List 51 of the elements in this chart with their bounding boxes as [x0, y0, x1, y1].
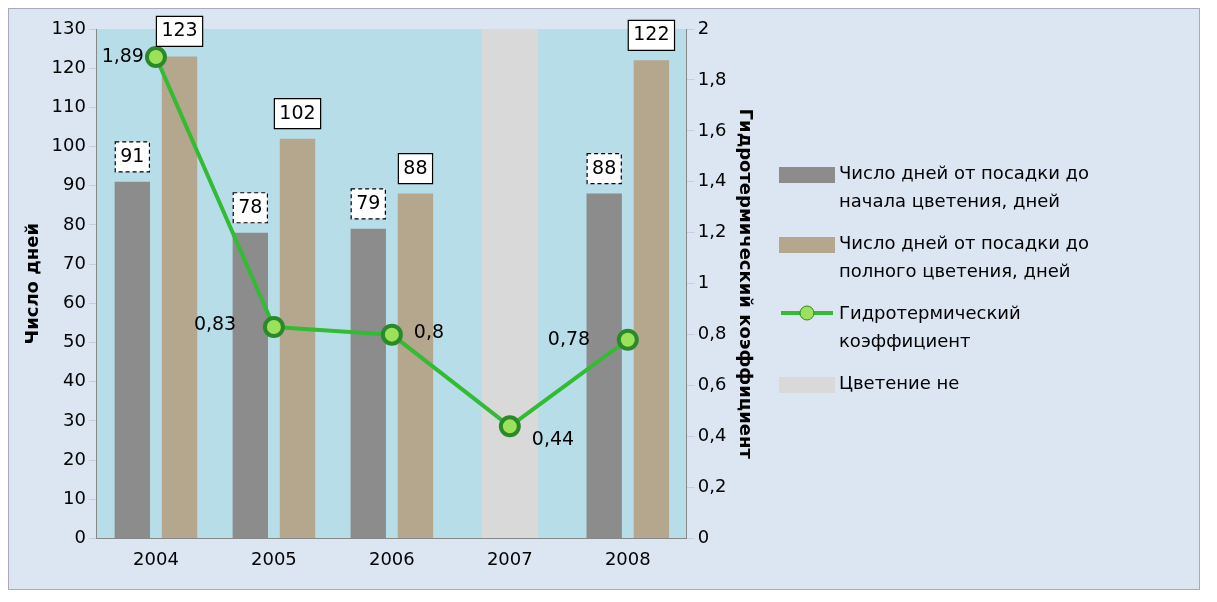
y-tick-label: 50: [63, 330, 86, 352]
y-tick-label: 30: [63, 408, 86, 430]
data-label: 123: [161, 18, 198, 41]
x-tick-label: 2007: [486, 547, 533, 569]
y-tick-label: 130: [51, 16, 86, 38]
data-label: 88: [592, 155, 617, 178]
legend-label: Цветение не: [839, 371, 960, 395]
y-tick-label: 70: [63, 251, 86, 273]
data-label: 0,83: [193, 311, 237, 334]
y2-tick-label: 1,2: [697, 220, 727, 242]
x-tick-label: 2005: [251, 547, 297, 569]
y2-tick-label: 0,6: [697, 373, 727, 395]
y2-tick-label: 1,4: [697, 169, 727, 191]
y2-tick-label: 1,8: [697, 67, 727, 89]
y2-tick-label: 2: [697, 16, 710, 38]
y-tick-label: 20: [63, 447, 86, 469]
y-tick-label: 10: [63, 486, 86, 508]
legend-label: Гидротермический коэффициент: [839, 301, 1022, 353]
bar: [633, 60, 670, 538]
y-tick-label: 60: [63, 290, 86, 312]
y2-axis-title: Гидротермический коэффициент: [735, 108, 757, 460]
y2-tick-label: 0,2: [697, 475, 727, 497]
y2-tick-label: 1,6: [697, 118, 727, 140]
data-label: 1,89: [101, 43, 144, 66]
legend-label: Число дней от посадки до начала цветения, дней: [839, 161, 1090, 213]
data-label: 0,44: [531, 427, 575, 450]
y-tick-label: 110: [51, 95, 86, 117]
y-tick-label: 40: [63, 369, 86, 391]
data-label: 102: [279, 100, 316, 123]
data-label: 78: [238, 194, 263, 217]
data-label: 0,8: [413, 319, 445, 342]
x-tick-label: 2004: [133, 547, 179, 569]
y-axis-title: Число дней: [21, 222, 43, 345]
y2-tick-label: 0: [697, 526, 710, 548]
y-tick-label: 90: [63, 173, 86, 195]
y-tick-label: 100: [51, 134, 86, 156]
data-label: 91: [120, 143, 145, 166]
data-label: 88: [403, 155, 428, 178]
data-label: 122: [633, 22, 670, 45]
y2-tick-label: 0,4: [697, 424, 727, 446]
y-tick-label: 120: [51, 55, 86, 77]
bar: [279, 138, 316, 538]
data-label: 79: [356, 190, 381, 213]
y-tick-label: 80: [63, 212, 86, 234]
y-tick-label: 0: [74, 526, 86, 548]
y2-tick-label: 0,8: [697, 322, 727, 344]
legend-label: Число дней от посадки до полного цветения, дней: [839, 231, 1090, 283]
x-tick-label: 2008: [604, 547, 651, 569]
x-tick-label: 2006: [368, 547, 415, 569]
y2-tick-label: 1: [697, 271, 710, 293]
data-label: 0,78: [547, 326, 591, 349]
